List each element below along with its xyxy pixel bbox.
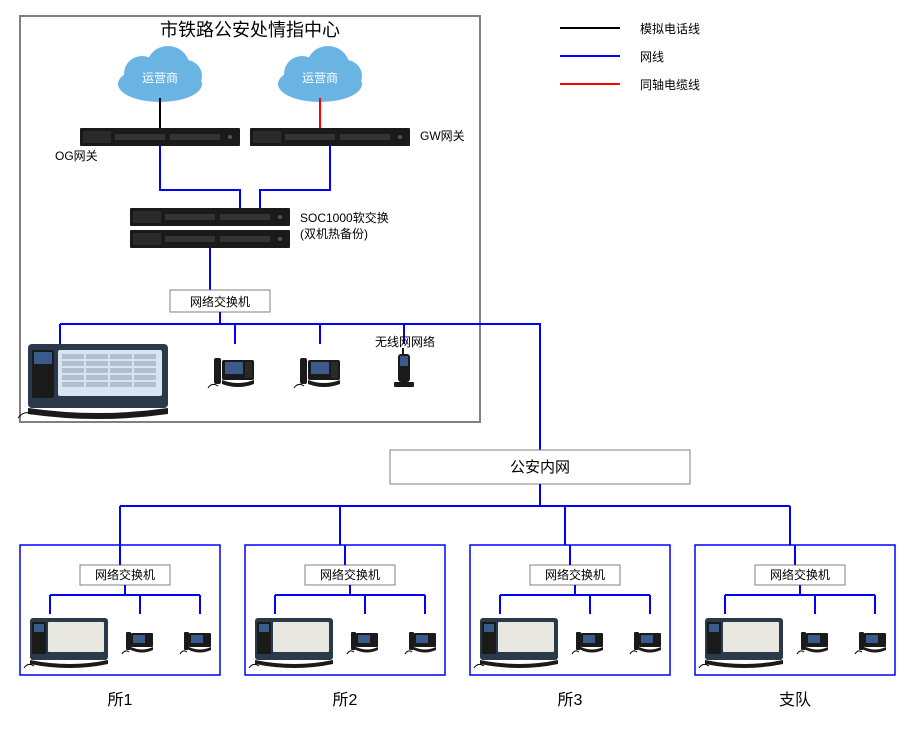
gw-gateway	[250, 128, 410, 146]
wifi-label: 无线网网络	[375, 334, 435, 349]
center-title: 市铁路公安处情指中心	[160, 20, 340, 40]
station-name: 所1	[108, 691, 133, 709]
soc-device-2	[130, 230, 290, 248]
station-switch-label: 网络交换机	[320, 567, 380, 582]
station-phone-1	[347, 632, 378, 654]
station-phone-2	[405, 632, 436, 654]
legend-item-0: 模拟电话线	[640, 22, 700, 36]
center-console	[18, 344, 168, 419]
soc-label: SOC1000软交换	[300, 210, 389, 225]
station-1: 网络交换机所2	[245, 545, 445, 709]
cloud-right-label: 运营商	[302, 70, 338, 85]
cloud-left-label: 运营商	[142, 70, 178, 85]
station-switch-label: 网络交换机	[770, 567, 830, 582]
center-phone-2	[294, 358, 340, 388]
cloud-right: 运营商	[278, 46, 362, 102]
legend-item-2: 同轴电缆线	[640, 77, 700, 92]
station-switch-label: 网络交换机	[545, 567, 605, 582]
og-gateway	[80, 128, 240, 146]
station-phone-1	[797, 632, 828, 654]
station-name: 所3	[558, 691, 583, 709]
station-3: 网络交换机支队	[695, 545, 895, 709]
og-gateway-label: OG网关	[55, 149, 98, 163]
center-wifi-phone	[394, 348, 414, 387]
station-0: 网络交换机所1	[20, 545, 220, 709]
center-switch-label: 网络交换机	[190, 294, 250, 309]
station-2: 网络交换机所3	[470, 545, 670, 709]
gw-gateway-label: GW网关	[420, 129, 465, 143]
station-phone-2	[180, 632, 211, 654]
soc-device-1	[130, 208, 290, 226]
station-phone-2	[855, 632, 886, 654]
station-switch-label: 网络交换机	[95, 567, 155, 582]
station-phone-2	[630, 632, 661, 654]
edge-net-og-soc	[160, 146, 240, 208]
edge-center-intranet	[480, 324, 540, 450]
soc-sub-label: (双机热备份)	[300, 227, 368, 241]
station-phone-1	[122, 632, 153, 654]
station-console	[699, 618, 783, 668]
station-name: 支队	[779, 691, 811, 709]
cloud-left: 运营商	[118, 46, 202, 102]
station-name: 所2	[333, 691, 358, 709]
legend: 模拟电话线 网线 同轴电缆线	[560, 22, 700, 92]
edge-net-gw-soc	[260, 146, 330, 208]
station-console	[249, 618, 333, 668]
center-phone-1	[208, 358, 254, 388]
station-console	[474, 618, 558, 668]
station-console	[24, 618, 108, 668]
station-phone-1	[572, 632, 603, 654]
intranet-label: 公安内网	[510, 459, 570, 476]
legend-item-1: 网线	[640, 50, 664, 64]
